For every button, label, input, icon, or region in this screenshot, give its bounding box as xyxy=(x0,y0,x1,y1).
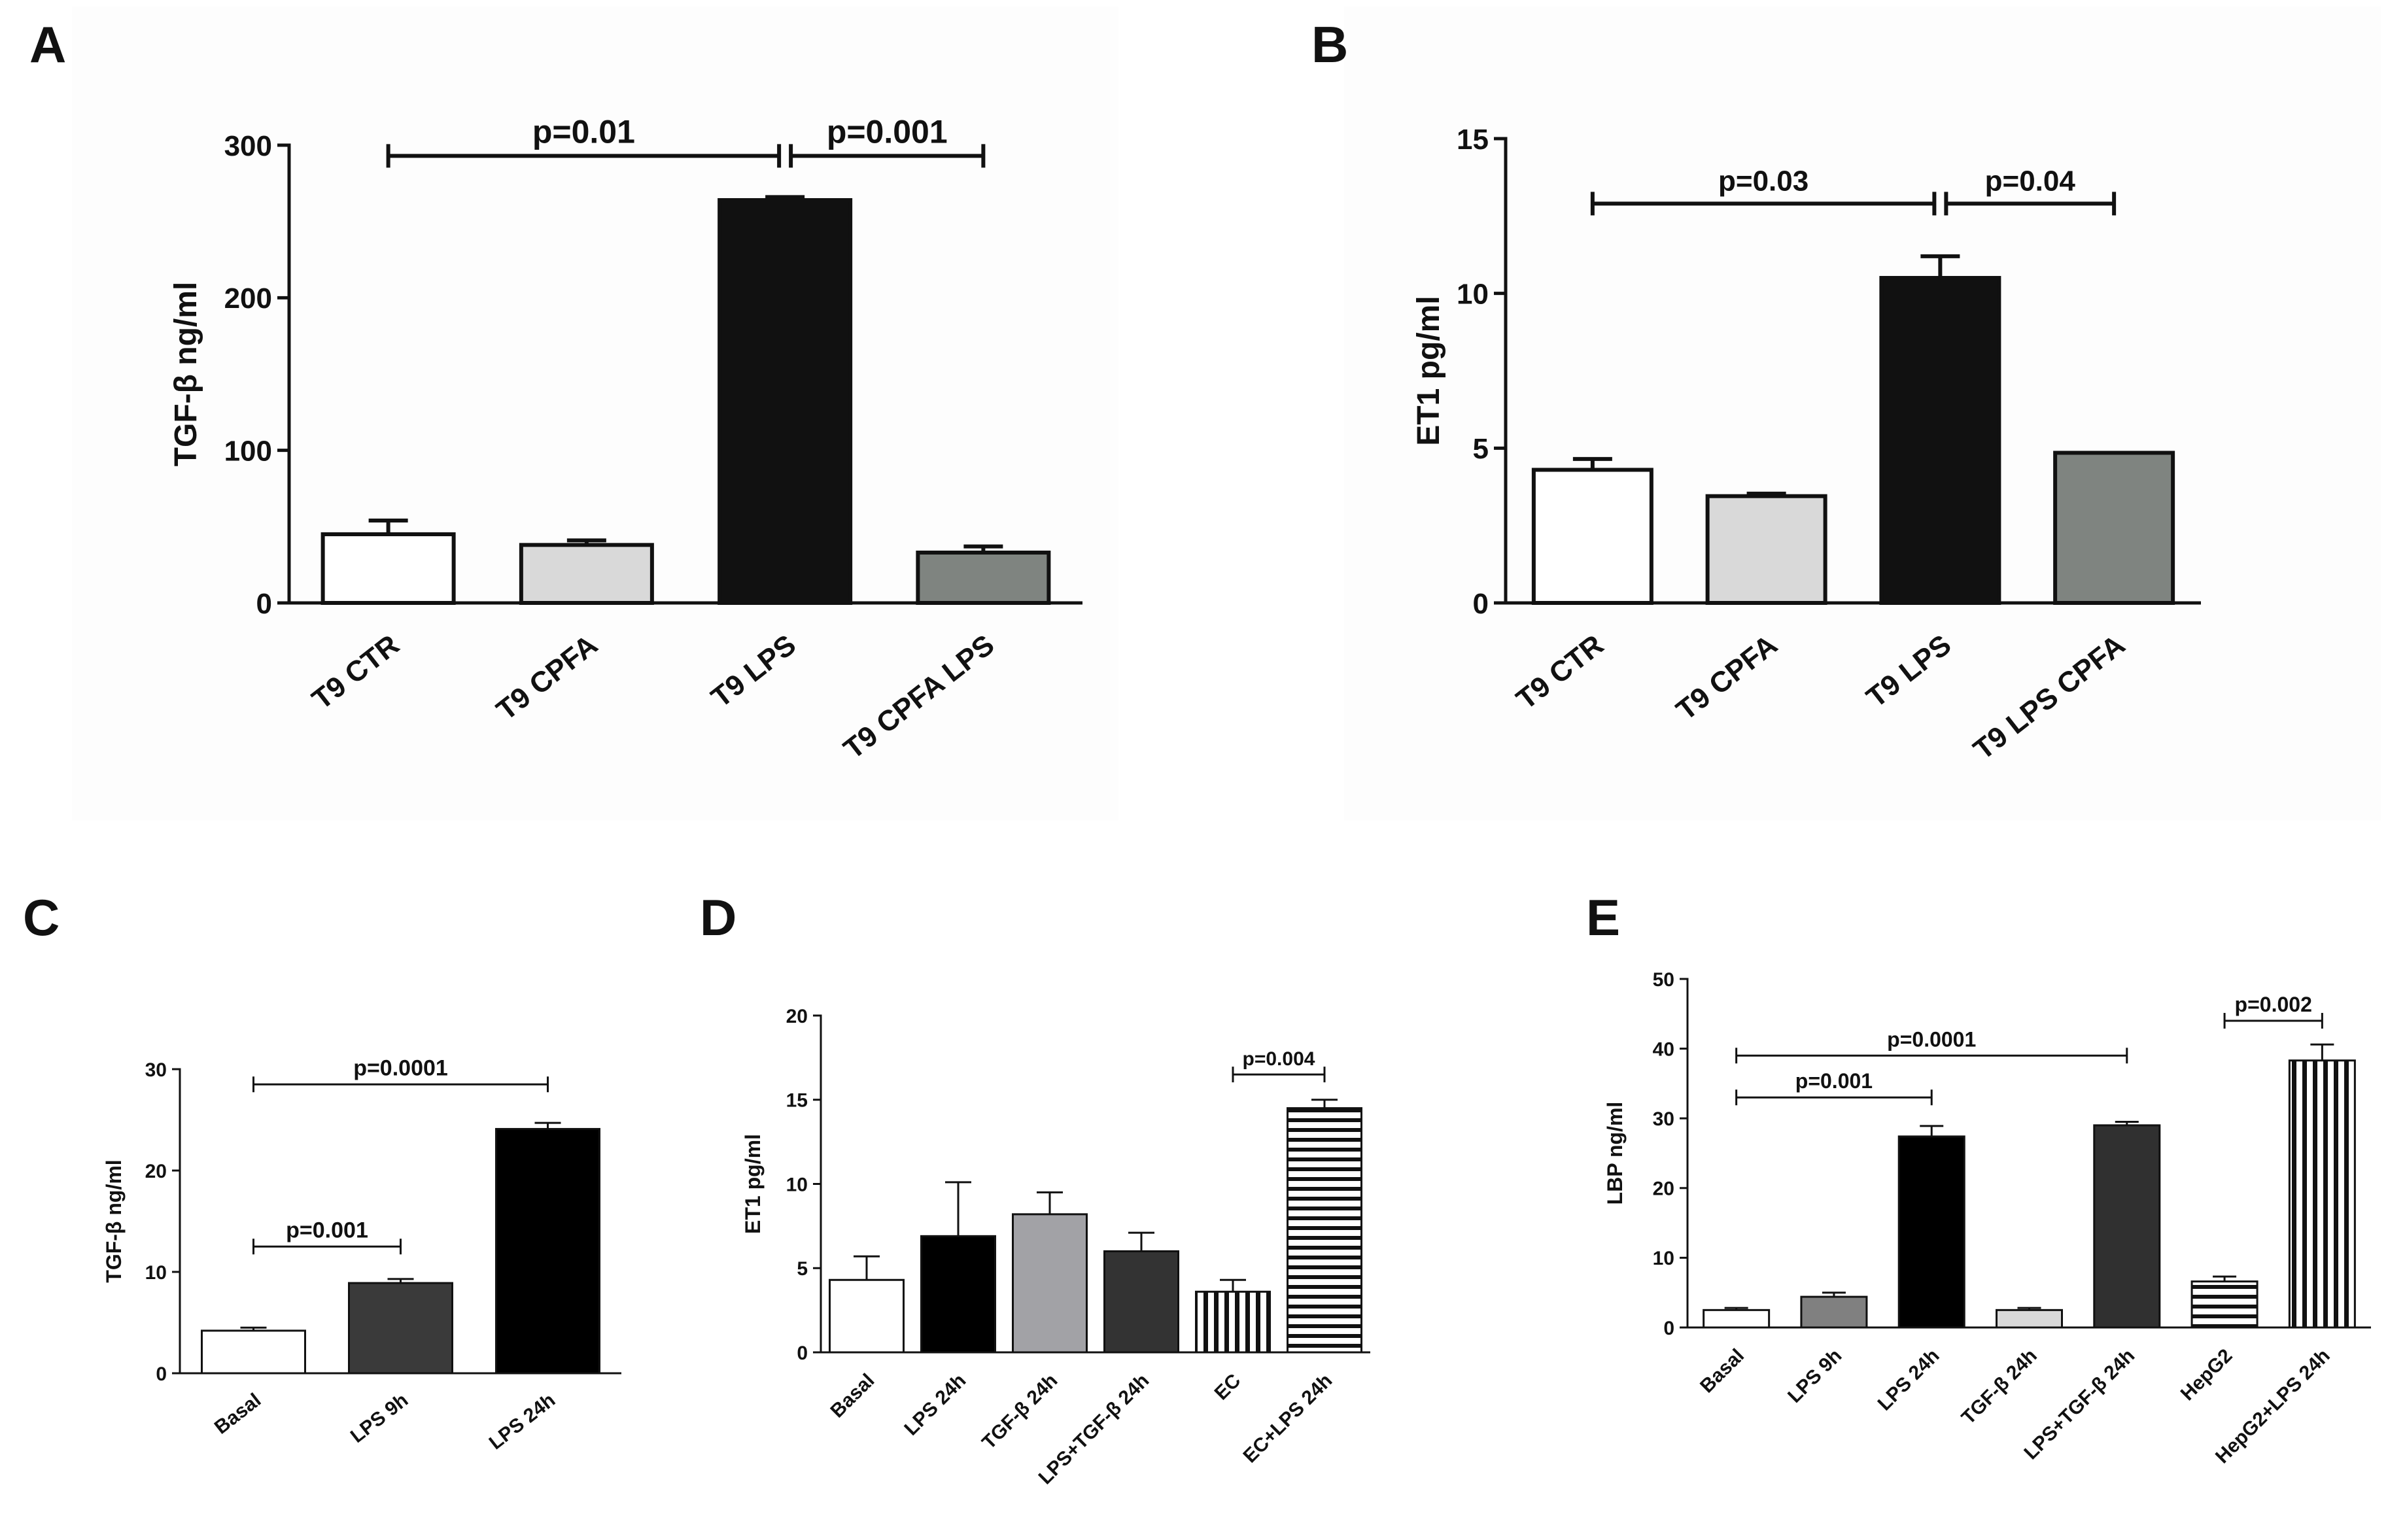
panel-letter-b: B xyxy=(1311,16,1348,73)
significance-label: p=0.004 xyxy=(1243,1048,1315,1070)
bar xyxy=(1103,1250,1179,1354)
category-label: LPS 9h xyxy=(347,1390,412,1448)
y-tick-label: 10 xyxy=(1457,279,1489,311)
y-tick-label: 30 xyxy=(1653,1108,1674,1130)
significance-label: p=0.001 xyxy=(827,113,948,150)
significance-label: p=0.04 xyxy=(1985,165,2076,197)
panel-letter-e: E xyxy=(1586,889,1620,946)
y-axis-label: TGF-β ng/ml xyxy=(169,282,203,467)
y-tick-label: 20 xyxy=(1653,1178,1674,1200)
y-tick-label: 5 xyxy=(1473,433,1489,465)
y-tick-label: 20 xyxy=(145,1161,167,1182)
y-tick-label: 10 xyxy=(786,1174,808,1195)
category-label: Basal xyxy=(211,1390,265,1439)
bar xyxy=(1800,1295,1868,1329)
y-tick-label: 10 xyxy=(145,1262,167,1284)
y-tick-label: 0 xyxy=(1473,588,1489,620)
y-tick-label: 0 xyxy=(156,1363,167,1385)
panel-a-background xyxy=(72,7,1118,821)
y-tick-label: 100 xyxy=(224,436,272,468)
bar xyxy=(1012,1213,1088,1354)
bar xyxy=(2288,1059,2356,1329)
panel-letter-c: C xyxy=(23,889,60,946)
y-axis-label: ET1 pg/ml xyxy=(741,1134,765,1234)
bar xyxy=(1195,1290,1271,1354)
category-label: LPS 9h xyxy=(1784,1345,1846,1407)
category-label: Basal xyxy=(827,1370,879,1422)
y-tick-label: 200 xyxy=(224,282,272,315)
panel-letter-d: D xyxy=(700,889,736,946)
y-tick-label: 5 xyxy=(797,1258,808,1280)
category-label: TGF-β 24h xyxy=(1958,1345,2041,1429)
category-label: HepG2 xyxy=(2177,1345,2237,1405)
bar xyxy=(2093,1124,2161,1329)
panel-e: E 0 10 20 30 40 50 LBP ng/ml Basal LPS 9h LPS 24h T… xyxy=(1586,889,2371,1467)
significance-label: p=0.001 xyxy=(1795,1069,1873,1093)
bar xyxy=(1879,276,2001,605)
y-axis-label: LBP ng/ml xyxy=(1603,1102,1627,1205)
bar xyxy=(1531,468,1653,606)
y-tick-label: 40 xyxy=(1653,1038,1674,1060)
bar xyxy=(519,543,654,605)
category-label: TGF-β 24h xyxy=(978,1370,1062,1454)
bar xyxy=(1897,1135,1965,1329)
y-tick-label: 0 xyxy=(797,1343,808,1364)
y-axis-label: ET1 pg/ml xyxy=(1411,296,1446,445)
panel-b-background xyxy=(1344,7,2381,821)
category-label: EC xyxy=(1211,1370,1245,1405)
y-tick-label: 20 xyxy=(786,1006,808,1027)
significance-label: p=0.03 xyxy=(1718,165,1808,197)
bar xyxy=(1996,1309,2063,1329)
significance-label: p=0.01 xyxy=(532,113,635,150)
y-tick-label: 10 xyxy=(1653,1248,1674,1269)
significance-label: p=0.0001 xyxy=(353,1055,448,1080)
bar xyxy=(1703,1309,1771,1329)
bar xyxy=(829,1278,905,1354)
bar xyxy=(201,1329,306,1375)
y-tick-label: 0 xyxy=(256,588,272,620)
y-tick-label: 300 xyxy=(224,130,272,162)
bar xyxy=(1705,494,1827,606)
bar xyxy=(718,198,853,605)
y-axis-label: TGF-β ng/ml xyxy=(102,1159,126,1282)
bar xyxy=(916,551,1051,605)
y-tick-label: 50 xyxy=(1653,969,1674,991)
bar xyxy=(320,532,456,605)
bar xyxy=(348,1282,453,1375)
panel-c: C 0 10 20 30 TGF-β ng/ml Basal LPS 9h LPS 24h p=0… xyxy=(23,889,621,1454)
y-tick-label: 0 xyxy=(1663,1318,1674,1339)
significance-label: p=0.001 xyxy=(286,1218,368,1242)
y-tick-label: 15 xyxy=(1457,124,1489,156)
category-label: LPS 24h xyxy=(1874,1345,1944,1415)
bar xyxy=(495,1127,600,1375)
category-label: Basal xyxy=(1696,1345,1748,1397)
category-label: EC+LPS 24h xyxy=(1239,1370,1337,1467)
bar xyxy=(2053,451,2175,606)
bar xyxy=(2190,1280,2258,1329)
category-label: LPS 24h xyxy=(485,1390,560,1454)
y-tick-label: 15 xyxy=(786,1090,808,1112)
panel-letter-a: A xyxy=(29,16,66,73)
category-label: LPS 24h xyxy=(900,1370,970,1440)
bar xyxy=(920,1235,996,1354)
bar xyxy=(1287,1107,1362,1354)
significance-label: p=0.002 xyxy=(2235,993,2312,1016)
significance-label: p=0.0001 xyxy=(1887,1027,1976,1051)
y-tick-label: 30 xyxy=(145,1059,167,1081)
